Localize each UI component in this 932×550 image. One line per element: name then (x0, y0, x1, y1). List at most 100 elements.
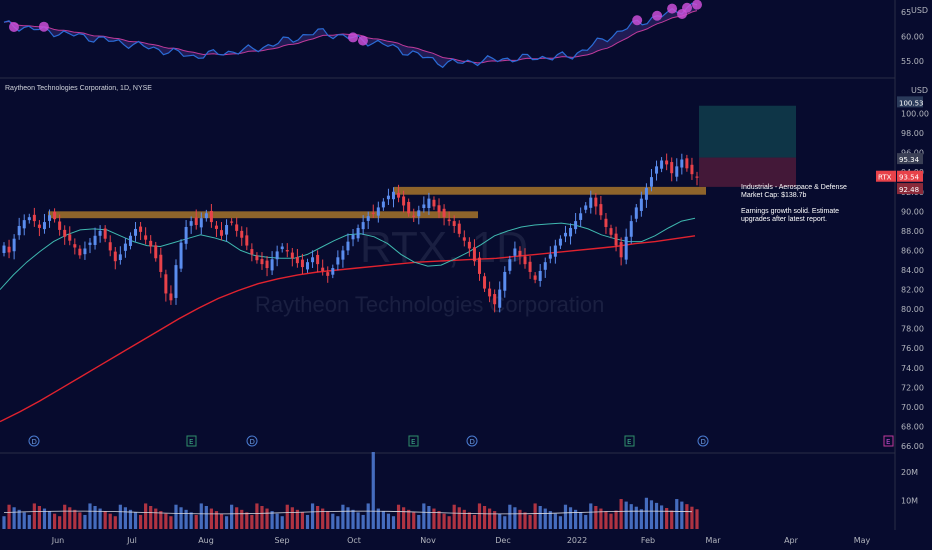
volume-bar (462, 509, 466, 529)
candle-body (73, 244, 77, 248)
watermark-name: Raytheon Technologies Corporation (255, 292, 604, 317)
earnings-marker[interactable] (186, 435, 197, 447)
candle-body (670, 162, 674, 174)
dividend-marker[interactable] (466, 435, 478, 447)
volume-bar (634, 506, 638, 529)
candle-body (427, 198, 431, 209)
svg-text:D: D (470, 438, 475, 446)
time-axis-label: Nov (420, 536, 436, 545)
volume-bar (361, 514, 365, 529)
candle-body (685, 158, 689, 169)
candle-body (88, 242, 92, 245)
volume-bar (341, 504, 345, 529)
candle-body (174, 265, 178, 298)
candle-body (569, 227, 573, 237)
svg-text:D: D (701, 438, 706, 446)
earnings-marker-axis[interactable] (883, 435, 894, 447)
candle-body (574, 221, 578, 230)
svg-text:D: D (32, 438, 37, 446)
volume-bar (624, 501, 628, 529)
volume-bar (310, 503, 315, 529)
dividend-marker[interactable] (28, 435, 40, 447)
target-box[interactable] (699, 105, 796, 158)
volume-bar (654, 502, 659, 529)
candle-body (639, 198, 643, 211)
candle-body (513, 248, 517, 256)
candle-body (407, 201, 411, 214)
candle-body (290, 252, 294, 259)
volume-bar (83, 514, 87, 529)
candle-body (37, 224, 41, 228)
price-axis-label: 80.00 (901, 305, 924, 314)
volume-bar (412, 512, 416, 529)
candle-body (397, 192, 401, 198)
candle-body (113, 251, 117, 262)
volume-bar (432, 508, 436, 529)
candle-body (498, 289, 502, 308)
price-axis-label: 76.00 (901, 344, 924, 353)
volume-bar (472, 514, 477, 529)
candle-body (356, 227, 360, 239)
dividend-marker[interactable] (697, 435, 709, 447)
volume-bar (285, 504, 289, 529)
time-axis[interactable]: Jun Jul Aug Sep Oct Nov Dec 2022 Feb Mar Apr May (51, 536, 871, 545)
price-axis[interactable]: 6560.0055.00USDUSD100.0098.0096.0094.009… (876, 6, 929, 506)
earnings-marker[interactable] (624, 435, 635, 447)
volume-bar (457, 507, 461, 529)
candle-body (2, 245, 6, 253)
volume-bar (199, 503, 203, 529)
price-axis-label: 84.00 (901, 266, 924, 275)
candle-body (361, 222, 365, 230)
candle-body (538, 270, 542, 281)
volume-bar (568, 507, 573, 529)
volume-bar (113, 516, 117, 529)
volume-bar (427, 505, 431, 529)
candle-body (644, 187, 648, 200)
volume-bar (351, 509, 355, 529)
volume-bar (503, 516, 507, 529)
rs-new-high-dot (692, 0, 702, 10)
rs-new-high-dot (677, 8, 688, 19)
candle-body (149, 240, 153, 247)
volume-bar (649, 500, 654, 529)
candle-body (660, 160, 664, 169)
candle-body (48, 215, 52, 221)
chart-title: Raytheon Technologies Corporation, 1D, N… (5, 85, 152, 92)
volume-bar (518, 509, 522, 529)
volume-bar (245, 512, 249, 529)
rs-new-high-dot (667, 3, 678, 14)
candle-body (134, 228, 138, 236)
candle-body (477, 257, 481, 274)
volume-bar (584, 514, 588, 529)
volume-bar (32, 503, 36, 529)
price-axis-label: 74.00 (901, 364, 924, 373)
volume-bar (695, 509, 699, 529)
volume-bar (619, 499, 623, 529)
volume-bar (321, 508, 325, 529)
candle-body (128, 235, 132, 246)
candle-body (235, 224, 239, 231)
volume-bar (558, 516, 563, 529)
candle-body (108, 242, 112, 251)
volume-bar (690, 506, 694, 529)
candle-body (341, 250, 345, 260)
volume-bar (214, 511, 219, 529)
candle-body (594, 197, 598, 207)
stop-box[interactable] (699, 157, 796, 187)
candle-body (680, 159, 684, 168)
volume-bar (482, 505, 487, 529)
candle-body (402, 196, 406, 206)
earnings-marker[interactable] (408, 435, 419, 447)
volume-bar (250, 514, 254, 529)
candle-body (144, 235, 148, 240)
volume-bar (508, 504, 512, 529)
candle-body (442, 208, 446, 218)
candle-body (63, 229, 67, 237)
volume-bar (204, 505, 208, 529)
dividend-marker[interactable] (246, 435, 258, 447)
candle-body (483, 276, 487, 289)
volume-bar (159, 511, 163, 529)
candle-body (12, 238, 16, 252)
candle-body (230, 221, 234, 223)
